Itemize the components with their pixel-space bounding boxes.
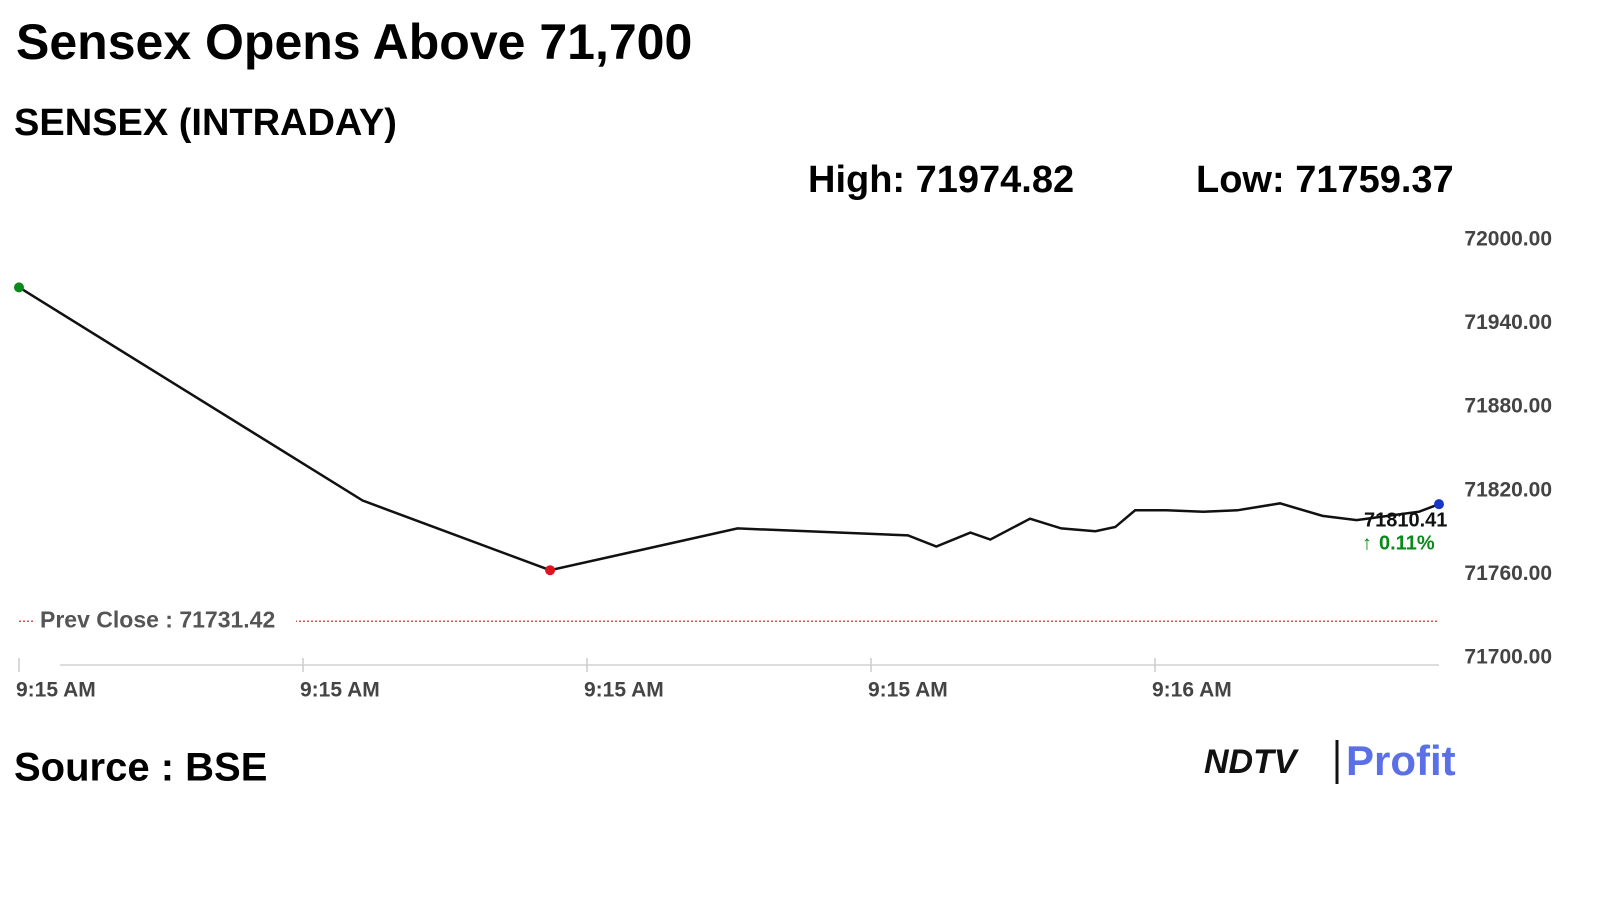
- logo-right: Profit: [1346, 737, 1456, 784]
- logo-left: NDTV: [1204, 743, 1300, 781]
- source: Source : BSE: [14, 746, 267, 790]
- reference-label: Prev Close : 71731.42: [40, 606, 275, 632]
- end-marker: [1434, 499, 1444, 510]
- low-label: Low: 71759.37: [1196, 159, 1454, 201]
- chart-title: Sensex Opens Above 71,700: [16, 14, 692, 70]
- y-tick-label: 71760.00: [1464, 562, 1552, 585]
- last-value-label: 71810.41: [1364, 509, 1447, 531]
- x-tick-label: 9:15 AM: [300, 679, 380, 702]
- series-line: [18, 286, 1440, 572]
- x-tick-label: 9:15 AM: [868, 679, 948, 702]
- reference-label-bg: [34, 605, 296, 638]
- x-tick-label: 9:16 AM: [1152, 679, 1232, 702]
- x-tick-label: 9:15 AM: [16, 679, 96, 702]
- y-tick-label: 71940.00: [1464, 311, 1552, 334]
- chart-subtitle: SENSEX (INTRADAY): [14, 102, 397, 144]
- high-label: High: 71974.82: [808, 159, 1074, 201]
- change-label: 0.11%: [1379, 532, 1435, 554]
- y-tick-label: 71700.00: [1464, 646, 1552, 669]
- change-arrow: ↑: [1362, 532, 1372, 554]
- x-tick-label: 9:15 AM: [584, 679, 664, 702]
- y-tick-label: 72000.00: [1464, 228, 1552, 251]
- y-tick-label: 71880.00: [1464, 395, 1552, 418]
- min-marker: [545, 565, 556, 576]
- y-tick-label: 71820.00: [1464, 478, 1552, 501]
- start-marker: [14, 282, 24, 293]
